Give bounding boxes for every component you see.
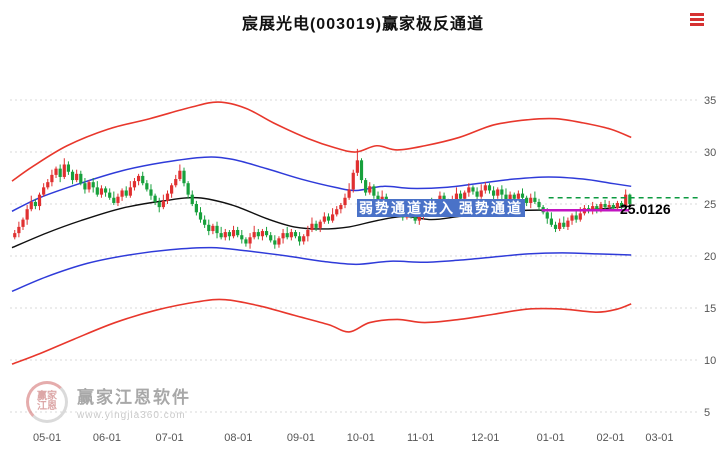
y-axis-tick: 35: [704, 95, 716, 107]
x-axis-tick: 03-01: [645, 432, 673, 444]
brand-logo-icon: 赢家 江恩: [26, 381, 68, 423]
x-axis-tick: 08-01: [224, 432, 252, 444]
y-axis-tick: 25: [704, 199, 716, 211]
chart-title: 宸展光电(003019)赢家极反通道: [241, 16, 485, 33]
x-axis-tick: 12-01: [471, 432, 499, 444]
watermark: 赢家 江恩 赢家江恩软件 www.yingjia360.com: [26, 381, 191, 423]
y-axis-tick: 10: [704, 355, 716, 367]
x-axis-tick: 09-01: [287, 432, 315, 444]
y-axis-tick: 15: [704, 303, 716, 315]
logo-text-line2: 江恩: [37, 401, 57, 412]
logo-text-line1: 赢家: [37, 391, 57, 402]
brand-url: www.yingjia360.com: [77, 410, 186, 421]
weak-channel-text: 弱势通道进入: [357, 199, 457, 217]
x-axis-tick: 06-01: [93, 432, 121, 444]
y-axis-tick: 20: [704, 251, 716, 263]
strong-channel-text: 强势通道: [457, 199, 525, 217]
x-axis-tick: 07-01: [155, 432, 183, 444]
x-axis-tick: 01-01: [537, 432, 565, 444]
app-menu-icon[interactable]: [690, 13, 704, 26]
x-axis-tick: 05-01: [33, 432, 61, 444]
y-axis-tick: 5: [704, 407, 710, 419]
price-label: 25.0126: [620, 201, 671, 217]
x-axis-tick: 10-01: [347, 432, 375, 444]
brand-name: 赢家江恩软件: [77, 388, 191, 407]
x-axis-tick: 11-01: [407, 432, 434, 444]
x-axis-tick: 02-01: [596, 432, 624, 444]
channel-annotation: 弱势通道进入 强势通道: [357, 198, 525, 218]
y-axis-tick: 30: [704, 147, 716, 159]
